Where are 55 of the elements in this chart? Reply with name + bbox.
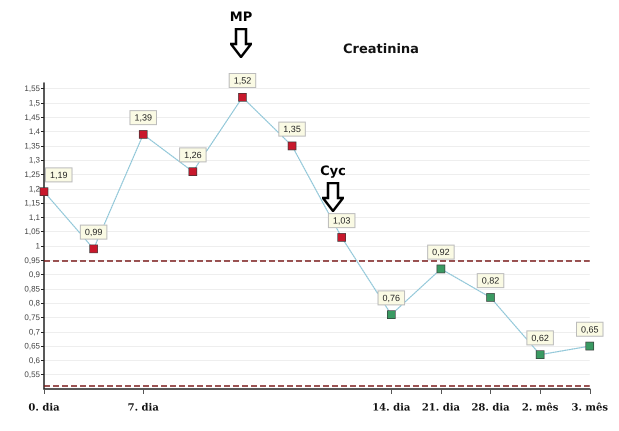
point bbox=[386, 310, 396, 319]
y-tick-label: 0,85 bbox=[24, 284, 41, 294]
y-tick-label: 0,95 bbox=[24, 256, 41, 265]
y-tick-label: 0,55 bbox=[24, 370, 41, 380]
data-label: 1,39 bbox=[134, 112, 152, 123]
x-tick-label: 21. dia bbox=[422, 402, 461, 414]
x-tick-label: 28. dia bbox=[471, 402, 510, 414]
y-tick-label: 0,7 bbox=[28, 327, 41, 336]
data-label: 0,62 bbox=[531, 332, 549, 343]
y-tick-label: 1,2 bbox=[28, 184, 41, 194]
data-label: 0,76 bbox=[382, 292, 400, 303]
x-tick-label: 7. dia bbox=[128, 402, 160, 414]
y-tick-label: 0,6 bbox=[28, 356, 41, 365]
y-tick-label: 0,9 bbox=[28, 270, 41, 280]
y-tick-label: 1,15 bbox=[24, 198, 41, 208]
y-tick-label: 0,75 bbox=[24, 313, 41, 322]
y-tick-label: 1,3 bbox=[28, 156, 41, 165]
y-tick-label: 1 bbox=[36, 242, 41, 251]
annotation: Cyc bbox=[319, 164, 347, 179]
y-tick-label: 1,1 bbox=[28, 212, 41, 222]
data-label: 1,19 bbox=[50, 170, 68, 180]
point bbox=[337, 233, 346, 242]
point bbox=[188, 167, 198, 176]
y-tick-label: 0,65 bbox=[24, 342, 41, 351]
x-tick-label: 3. mês bbox=[572, 402, 608, 414]
point bbox=[138, 130, 148, 139]
data-label: 0,92 bbox=[432, 247, 450, 258]
point bbox=[536, 350, 544, 359]
point bbox=[40, 187, 48, 196]
y-tick-label: 1,55 bbox=[24, 84, 41, 94]
data-label: 1,03 bbox=[332, 216, 350, 226]
data-label: 1,26 bbox=[184, 150, 202, 160]
text: MP bbox=[228, 10, 254, 25]
y-tick-label: 0,8 bbox=[28, 298, 41, 308]
data-label: 0,82 bbox=[482, 276, 500, 286]
point bbox=[486, 293, 495, 302]
chart-title: Creatinina bbox=[343, 42, 419, 57]
x-tick-label: 2. mês bbox=[522, 402, 559, 414]
point bbox=[436, 264, 446, 274]
point bbox=[288, 142, 296, 150]
data-label: 1,35 bbox=[283, 124, 301, 134]
point bbox=[238, 93, 247, 102]
data-label: 0,99 bbox=[84, 227, 102, 238]
data-label: 0,65 bbox=[580, 324, 599, 334]
y-tick-label: 1,4 bbox=[28, 127, 41, 136]
y-tick-label: 1,35 bbox=[24, 141, 41, 150]
x-tick-label: 14. dia bbox=[372, 402, 411, 414]
y-tick-label: 1,25 bbox=[24, 170, 41, 180]
y-tick-label: 1,5 bbox=[28, 98, 41, 108]
y-tick-label: 1,05 bbox=[24, 227, 41, 236]
data-label: 1,52 bbox=[234, 76, 252, 86]
y-tick-label: 1,45 bbox=[24, 112, 41, 122]
point bbox=[89, 244, 98, 254]
x-tick-label: 0. dia bbox=[28, 402, 60, 414]
point bbox=[585, 342, 594, 350]
